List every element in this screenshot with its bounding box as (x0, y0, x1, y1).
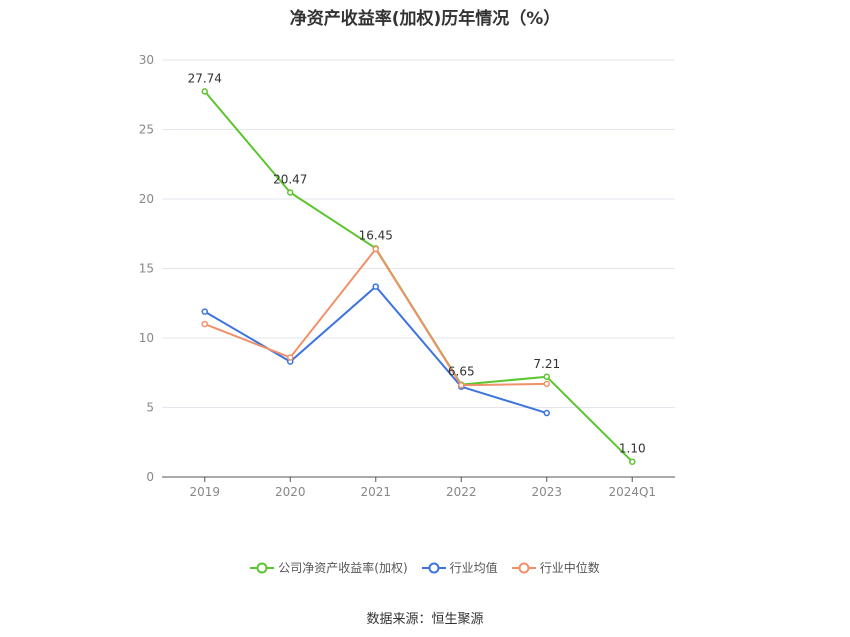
data-point (201, 320, 208, 328)
data-label: 16.45 (359, 228, 393, 242)
data-label: 7.21 (533, 357, 560, 371)
data-point (201, 308, 208, 315)
legend-item[interactable]: 行业中位数 (511, 559, 600, 576)
data-point (287, 354, 294, 361)
y-tick-label: 0 (146, 470, 154, 484)
x-tick-label: 2021 (360, 485, 391, 499)
x-tick-label: 2023 (531, 485, 562, 499)
y-tick-label: 30 (139, 53, 154, 67)
data-point (372, 245, 379, 253)
series-layer (201, 88, 636, 465)
data-point (543, 373, 550, 381)
legend-item[interactable]: 行业均值 (421, 559, 498, 576)
y-tick-label: 10 (139, 331, 154, 345)
data-label: 6.65 (448, 365, 475, 379)
data-point (629, 458, 636, 465)
data-source: 数据来源：恒生聚源 (366, 612, 484, 627)
axis-layer: 0 5 10 15 20 25 30 2019 2020 2021 2022 2023 2024Q1 (139, 53, 675, 499)
y-tick-label: 5 (146, 401, 154, 415)
legend-swatch (250, 562, 275, 573)
legend-item[interactable]: 公司净资产收益率(加权) (250, 559, 408, 576)
x-tick-label: 2022 (446, 485, 477, 499)
x-tick-label: 2020 (275, 485, 306, 499)
data-point (543, 409, 550, 417)
series-line (204, 285, 548, 415)
chart-title: 净资产收益率(加权)历年情况（%） (289, 9, 561, 29)
legend-label: 行业均值 (449, 561, 498, 575)
data-point (287, 189, 294, 196)
data-point (543, 380, 550, 388)
x-tick-label: 2024Q1 (608, 485, 656, 499)
series-line (204, 247, 547, 387)
data-label: 27.74 (188, 71, 222, 85)
y-tick-label: 20 (139, 192, 154, 206)
y-tick-label: 25 (139, 123, 154, 137)
x-tick-label: 2019 (189, 485, 220, 499)
series-line (203, 90, 633, 463)
y-tick-label: 15 (139, 262, 154, 276)
legend: 公司净资产收益率(加权) 行业均值 行业中位数 (0, 559, 850, 576)
data-label: 20.47 (273, 172, 307, 186)
data-label: 1.10 (619, 442, 646, 456)
data-point (372, 283, 379, 290)
data-label-layer: 27.74 20.47 16.45 6.65 7.21 1.10 (188, 71, 646, 455)
legend-label: 行业中位数 (539, 561, 600, 575)
data-point (458, 382, 465, 389)
legend-swatch (511, 562, 536, 573)
data-point (201, 88, 208, 95)
legend-label: 公司净资产收益率(加权) (278, 561, 408, 575)
legend-swatch (421, 562, 446, 573)
grid-layer (162, 59, 675, 408)
